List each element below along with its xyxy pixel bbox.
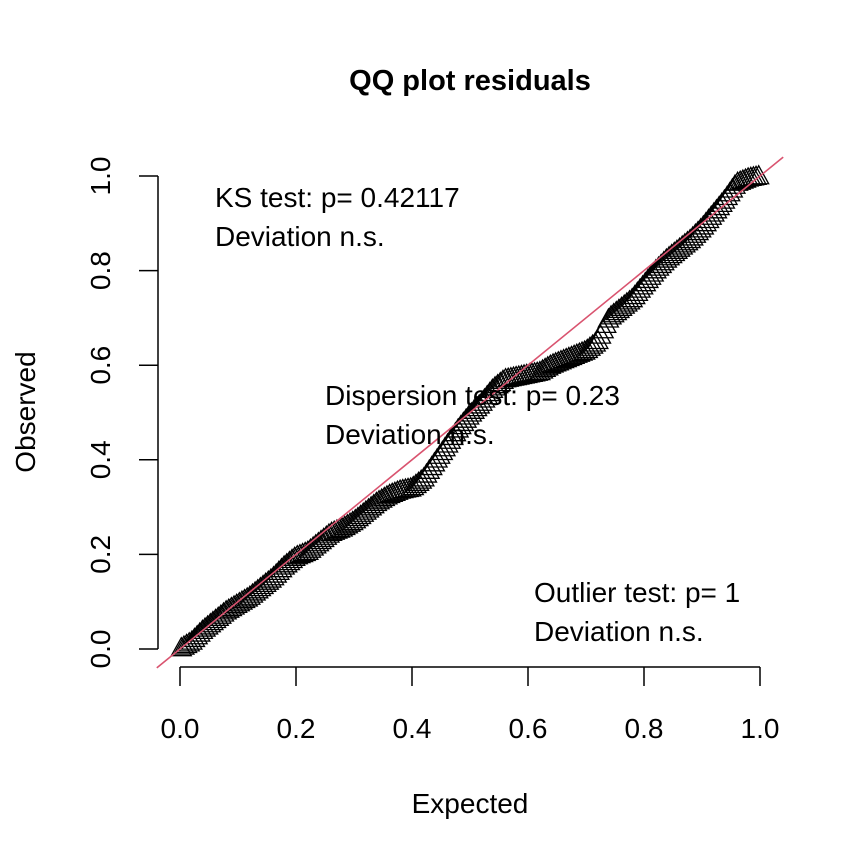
data-point — [220, 596, 243, 617]
data-point — [386, 479, 409, 500]
data-point — [217, 597, 240, 618]
data-point — [568, 341, 591, 362]
data-point — [623, 284, 646, 305]
data-point — [473, 387, 496, 408]
data-point — [331, 516, 354, 537]
data-point — [341, 510, 364, 531]
data-point — [381, 482, 404, 503]
data-point — [399, 476, 422, 497]
data-point — [531, 358, 554, 379]
data-point — [747, 164, 770, 185]
data-point — [404, 473, 428, 494]
y-axis-title: Observed — [10, 351, 41, 472]
data-point — [462, 398, 486, 419]
data-point — [207, 605, 230, 626]
data-point — [634, 271, 657, 292]
data-point — [236, 586, 259, 607]
data-point — [186, 624, 209, 645]
data-point — [650, 253, 673, 274]
ks-deviation-text: Deviation n.s. — [215, 221, 385, 252]
x-tick-label-0: 0.0 — [161, 713, 200, 744]
data-point — [681, 225, 704, 246]
data-point — [367, 489, 391, 510]
data-point — [626, 281, 649, 302]
dispersion-test-annotation: Dispersion test: p= 0.23 Deviation n.s. — [325, 380, 620, 450]
y-tick-label-4: 0.8 — [85, 251, 116, 290]
data-point — [225, 593, 248, 614]
points-layer — [170, 164, 770, 657]
y-tick-label-1: 0.2 — [85, 535, 116, 574]
data-point — [697, 208, 720, 229]
x-tick-label-3: 0.6 — [509, 713, 548, 744]
data-point — [702, 201, 725, 222]
x-axis-title: Expected — [412, 788, 529, 819]
ks-test-text: KS test: p= 0.42117 — [215, 182, 460, 213]
data-point — [578, 335, 602, 356]
y-tick-label-3: 0.6 — [85, 346, 116, 385]
data-point — [694, 211, 718, 232]
x-tick-label-5: 1.0 — [741, 713, 780, 744]
data-point — [315, 524, 338, 545]
data-point — [631, 274, 654, 295]
data-point — [267, 560, 290, 581]
data-point — [705, 198, 728, 219]
data-point — [584, 331, 607, 352]
data-point — [215, 599, 238, 620]
data-point — [407, 470, 430, 491]
data-point — [679, 228, 702, 249]
x-axis: 0.0 0.2 0.4 0.6 0.8 1.0 — [161, 666, 780, 744]
data-point — [457, 404, 480, 425]
dispersion-deviation-text: Deviation n.s. — [325, 419, 495, 450]
data-point — [644, 258, 667, 279]
data-point — [647, 255, 670, 276]
data-point — [615, 291, 638, 312]
data-point — [723, 173, 747, 194]
data-point — [357, 497, 380, 518]
data-point — [528, 360, 551, 381]
reference-line — [156, 156, 784, 669]
data-point — [172, 634, 196, 655]
outlier-test-text: Outlier test: p= 1 — [534, 577, 740, 608]
data-point — [729, 169, 752, 190]
data-point — [178, 631, 201, 652]
data-point — [676, 230, 699, 251]
y-tick-label-5: 1.0 — [85, 157, 116, 196]
y-axis: 0.0 0.2 0.4 0.6 0.8 1.0 — [85, 157, 159, 669]
data-point — [233, 588, 256, 609]
data-point — [447, 417, 470, 438]
ks-test-annotation: KS test: p= 0.42117 Deviation n.s. — [215, 182, 460, 252]
data-point — [338, 511, 362, 532]
data-point — [692, 214, 715, 235]
data-point — [581, 333, 604, 354]
outlier-deviation-text: Deviation n.s. — [534, 616, 704, 647]
x-tick-label-1: 0.2 — [277, 713, 316, 744]
data-point — [491, 369, 515, 390]
data-point — [288, 543, 312, 564]
data-point — [222, 594, 246, 615]
data-point — [183, 627, 206, 648]
data-point — [410, 468, 433, 489]
data-point — [470, 390, 493, 411]
outlier-test-annotation: Outlier test: p= 1 Deviation n.s. — [534, 577, 740, 647]
data-point — [383, 480, 406, 501]
data-point — [460, 401, 483, 422]
data-point — [731, 168, 754, 189]
data-point — [180, 629, 203, 650]
data-point — [628, 277, 652, 298]
x-tick-label-4: 0.8 — [625, 713, 664, 744]
y-tick-label-2: 0.4 — [85, 440, 116, 479]
data-point — [700, 204, 723, 225]
data-point — [573, 339, 596, 360]
y-tick-label-0: 0.0 — [85, 630, 116, 669]
x-tick-label-2: 0.4 — [393, 713, 432, 744]
data-point — [265, 562, 288, 583]
dispersion-test-text: Dispersion test: p= 0.23 — [325, 380, 620, 411]
chart-title: QQ plot residuals — [349, 65, 591, 97]
